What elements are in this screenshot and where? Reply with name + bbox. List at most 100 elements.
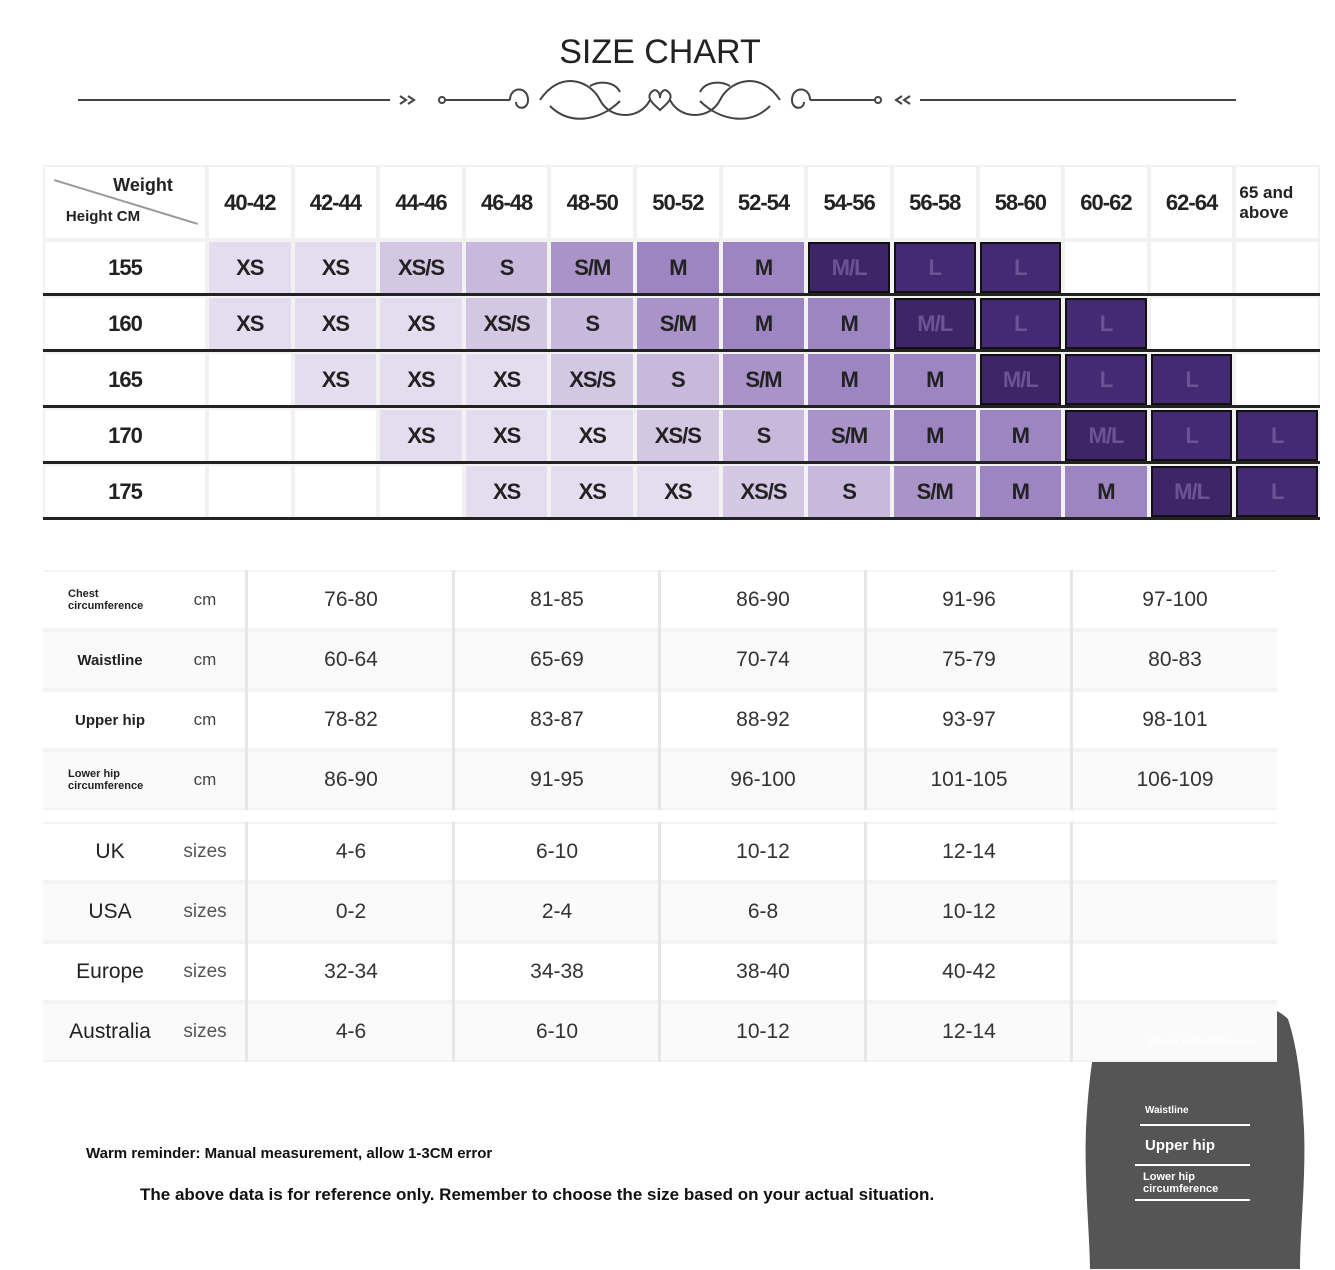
value-cell: 78-82 (324, 708, 378, 731)
value-cell: 40-42 (942, 960, 996, 983)
row-unit: sizes (183, 901, 227, 922)
empty-cell (1236, 298, 1318, 349)
value-cell: 96-100 (730, 768, 796, 791)
row-unit: cm (193, 770, 217, 789)
column-rule (1070, 1002, 1073, 1062)
row-unit: cm (193, 650, 217, 669)
size-cell: M/L (808, 242, 890, 293)
size-cell: M (979, 466, 1062, 517)
disclaimer: The above data is for reference only. Re… (140, 1185, 935, 1204)
weight-header: 58-60 (979, 167, 1062, 238)
empty-cell (1236, 242, 1318, 293)
value-cell: 60-64 (324, 648, 378, 671)
row-label: Waistline (77, 651, 143, 669)
column-rule (658, 882, 661, 942)
column-rule (245, 822, 248, 882)
size-cell: S (637, 354, 719, 405)
column-rule (245, 1002, 248, 1062)
size-cell: XS (380, 410, 462, 461)
size-cell: L (1065, 354, 1147, 405)
column-rule (864, 882, 867, 942)
row-unit: sizes (183, 1021, 227, 1042)
size-cell: S/M (551, 242, 634, 293)
size-cell: M (722, 242, 805, 293)
size-cell: XS/S (551, 354, 634, 405)
empty-cell (1236, 354, 1318, 405)
height-cell: 165 (45, 354, 205, 405)
empty-cell (1065, 242, 1147, 293)
column-rule (452, 690, 455, 750)
column-rule (245, 690, 248, 750)
size-cell: XS (465, 354, 548, 405)
size-cell: M/L (893, 298, 976, 349)
size-cell: S/M (893, 466, 976, 517)
column-rule (245, 630, 248, 690)
row-label: UK (95, 840, 125, 863)
size-cell: S/M (722, 354, 805, 405)
empty-cell (1150, 242, 1233, 293)
size-cell: M (637, 242, 719, 293)
value-cell: 6-10 (535, 840, 579, 863)
column-rule (864, 630, 867, 690)
column-rule (1070, 570, 1073, 630)
row-label: Lower hip circumference (68, 768, 144, 792)
title: SIZE CHART (559, 32, 761, 71)
size-cell: XS (380, 298, 462, 349)
size-cell: XS (209, 298, 291, 349)
column-rule (658, 750, 661, 810)
column-rule (452, 570, 455, 630)
value-cell: 65-69 (530, 648, 584, 671)
weight-header: 56-58 (893, 167, 976, 238)
size-cell: M (722, 298, 805, 349)
column-rule (245, 942, 248, 1002)
figure-label: Chest circumference (1148, 1036, 1257, 1048)
size-cell: M (893, 410, 976, 461)
size-cell: M (1065, 466, 1147, 517)
weight-header: 52-54 (722, 167, 805, 238)
size-cell: L (979, 242, 1062, 293)
weight-header: 42-44 (294, 167, 377, 238)
column-rule (658, 630, 661, 690)
value-cell: 6-10 (535, 1020, 579, 1043)
value-cell: 10-12 (736, 840, 790, 863)
value-cell: 76-80 (324, 588, 378, 611)
column-rule (1070, 690, 1073, 750)
size-cell: M (893, 354, 976, 405)
column-rule (1070, 750, 1073, 810)
column-rule (452, 942, 455, 1002)
column-rule (245, 750, 248, 810)
value-cell: 101-105 (930, 768, 1008, 791)
size-cell: XS/S (722, 466, 805, 517)
size-cell: XS (209, 242, 291, 293)
size-cell: M/L (979, 354, 1062, 405)
row-label: Europe (76, 960, 144, 983)
row-rule (43, 293, 1320, 296)
size-cell: S/M (808, 410, 890, 461)
size-cell: M (979, 410, 1062, 461)
size-cell: XS/S (637, 410, 719, 461)
size-cell: L (1150, 410, 1233, 461)
row-rule (43, 517, 1320, 520)
size-cell: L (893, 242, 976, 293)
value-cell: 4-6 (335, 1020, 367, 1043)
column-rule (245, 570, 248, 630)
row-rule (43, 461, 1320, 464)
row-label: Australia (69, 1020, 151, 1043)
size-cell: XS/S (380, 242, 462, 293)
weight-header: 62-64 (1150, 167, 1233, 238)
value-cell: 83-87 (530, 708, 584, 731)
size-cell: M (808, 354, 890, 405)
empty-cell (380, 466, 462, 517)
empty-cell (209, 410, 291, 461)
corner-weight: Weight (113, 174, 173, 195)
row-label: Upper hip (75, 711, 145, 729)
column-rule (864, 822, 867, 882)
value-cell: 88-92 (736, 708, 790, 731)
value-cell: 93-97 (942, 708, 996, 731)
size-cell: M/L (1150, 466, 1233, 517)
figure-label: Upper hip (1145, 1136, 1215, 1154)
column-rule (864, 750, 867, 810)
row-unit: cm (193, 590, 217, 609)
value-cell: 97-100 (1142, 588, 1208, 611)
column-rule (658, 942, 661, 1002)
